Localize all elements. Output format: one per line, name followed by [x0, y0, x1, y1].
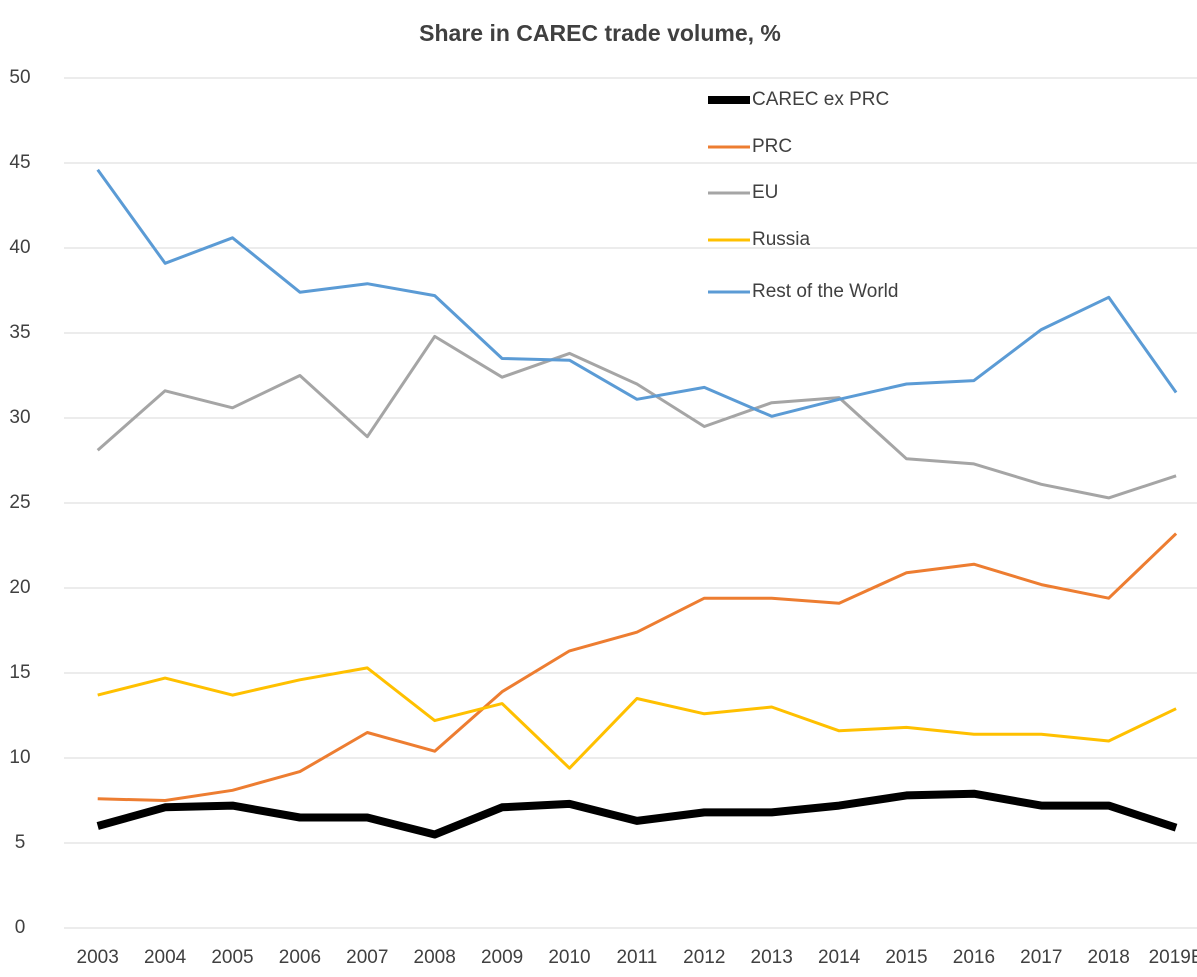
y-tick-label: 5: [15, 832, 26, 853]
y-tick-label: 25: [9, 492, 30, 513]
y-tick-label: 50: [9, 67, 30, 88]
legend-label: Russia: [752, 229, 811, 250]
x-tick-label: 2012: [683, 947, 725, 968]
y-tick-label: 10: [9, 747, 30, 768]
x-tick-label: 2017: [1020, 947, 1062, 968]
x-tick-label: 2009: [481, 947, 523, 968]
legend-label: PRC: [752, 136, 792, 157]
y-tick-label: 40: [9, 237, 30, 258]
x-tick-label: 2015: [885, 947, 927, 968]
series-line: [96, 334, 1177, 500]
x-tick-label: 2008: [414, 947, 456, 968]
y-tick-label: 35: [9, 322, 30, 343]
legend-label: CAREC ex PRC: [752, 89, 889, 110]
x-tick-label: 2010: [548, 947, 590, 968]
legend-label: EU: [752, 182, 778, 203]
y-tick-label: 20: [9, 577, 30, 598]
y-tick-label: 30: [9, 407, 30, 428]
x-tick-label: 2006: [279, 947, 321, 968]
y-tick-label: 45: [9, 152, 30, 173]
x-tick-label: 2016: [953, 947, 995, 968]
series-line: [97, 666, 1177, 770]
x-tick-label: 2014: [818, 947, 861, 968]
y-tick-label: 15: [9, 662, 30, 683]
legend-label: Rest of the World: [752, 281, 898, 302]
chart-title: Share in CAREC trade volume, %: [419, 20, 781, 46]
series-line: [96, 789, 1178, 839]
x-tick-label: 2013: [751, 947, 793, 968]
x-tick-label: 2011: [616, 947, 657, 968]
x-tick-label: 2004: [144, 947, 187, 968]
series-line: [97, 532, 1178, 802]
x-tick-label: 2019E: [1149, 947, 1197, 968]
x-tick-label: 2018: [1088, 947, 1130, 968]
x-tick-label: 2003: [77, 947, 119, 968]
x-tick-label: 2005: [211, 947, 253, 968]
y-tick-label: 0: [15, 917, 26, 938]
x-tick-label: 2007: [346, 947, 388, 968]
series-line: [96, 168, 1178, 418]
